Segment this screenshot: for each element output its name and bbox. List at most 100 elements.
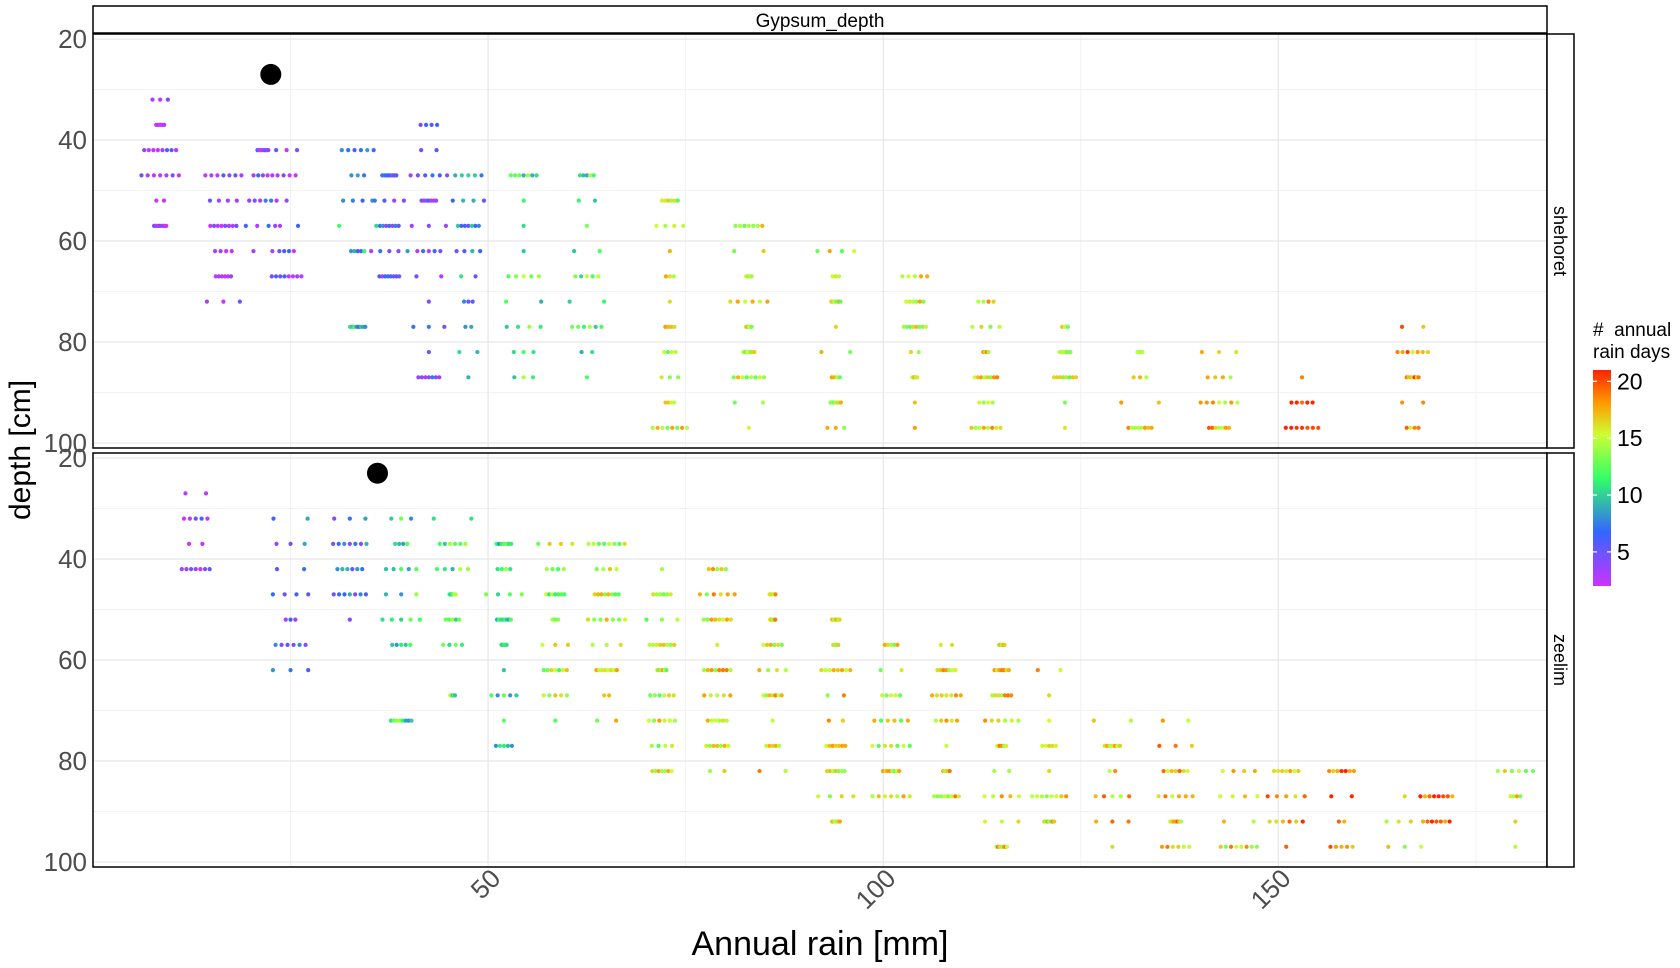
data-point [218, 249, 223, 254]
data-point [663, 743, 668, 748]
data-point [753, 375, 758, 380]
data-point [193, 567, 198, 572]
data-point [656, 743, 661, 748]
data-point [717, 718, 722, 723]
data-point [973, 425, 978, 430]
data-point [1008, 794, 1013, 799]
data-point [353, 541, 358, 546]
data-point [371, 148, 376, 153]
data-point [614, 567, 619, 572]
data-point [222, 274, 228, 279]
data-point [561, 567, 566, 572]
data-point [944, 693, 949, 698]
data-point [461, 299, 467, 304]
data-point [347, 541, 352, 546]
data-point [1040, 743, 1045, 748]
data-point [956, 794, 961, 799]
data-point [598, 617, 603, 622]
data-point [917, 299, 923, 304]
data-point [931, 794, 937, 799]
data-point [418, 122, 423, 127]
data-point [616, 617, 622, 622]
data-point [260, 173, 265, 178]
y-tick-label: 20 [58, 443, 87, 473]
data-point [1187, 844, 1192, 849]
data-point [1228, 375, 1233, 380]
data-point [513, 274, 519, 279]
data-point [848, 668, 853, 673]
data-point [1064, 794, 1069, 799]
data-point [420, 249, 426, 254]
data-point [996, 693, 1001, 698]
data-point [764, 693, 769, 698]
data-point [1436, 794, 1441, 799]
data-point [1176, 844, 1181, 849]
data-point [601, 567, 606, 572]
data-point [665, 642, 670, 647]
data-point [459, 274, 464, 279]
data-point [212, 249, 218, 254]
data-point [878, 668, 883, 673]
data-point [1137, 375, 1143, 380]
data-point [993, 693, 998, 698]
data-point [742, 223, 747, 228]
data-point [1419, 844, 1424, 849]
x-axis-title: Annual rain [mm] [692, 925, 949, 963]
data-point [1035, 668, 1040, 673]
data-point [1223, 425, 1228, 430]
data-point [783, 768, 788, 774]
data-point [440, 642, 446, 647]
data-point [711, 592, 716, 597]
data-point [481, 198, 487, 203]
data-point [431, 516, 436, 521]
data-point [469, 324, 474, 329]
data-point [1508, 794, 1513, 799]
data-point [996, 718, 1001, 723]
data-point [529, 274, 534, 279]
data-point [266, 148, 271, 153]
data-point [1140, 349, 1145, 355]
data-point [892, 718, 897, 723]
data-point [579, 274, 584, 279]
data-point [514, 693, 519, 698]
data-point [426, 349, 431, 355]
data-point [584, 274, 589, 279]
data-point [1043, 743, 1048, 748]
data-point [288, 668, 293, 673]
data-point [882, 642, 887, 647]
data-point [521, 223, 526, 228]
data-point [550, 592, 555, 597]
data-point [363, 324, 368, 329]
data-point [830, 743, 835, 748]
data-point [604, 642, 609, 647]
data-point [270, 249, 275, 254]
data-point [388, 718, 394, 723]
data-point [1429, 819, 1435, 824]
data-point [556, 567, 561, 572]
data-point [1235, 400, 1240, 405]
data-point [1231, 768, 1236, 774]
data-point [720, 668, 726, 673]
data-point [504, 642, 509, 647]
data-point [409, 223, 414, 228]
data-point [406, 567, 411, 572]
data-point [472, 173, 478, 178]
data-point [757, 299, 763, 304]
data-point [200, 541, 205, 546]
data-point [228, 274, 234, 279]
data-point [380, 617, 385, 622]
data-point [602, 693, 607, 698]
data-point [840, 718, 845, 723]
data-point [1146, 425, 1151, 430]
data-point [1335, 768, 1340, 774]
y-tick-label: 40 [58, 544, 87, 574]
data-point [466, 173, 471, 178]
data-point [179, 567, 184, 572]
data-point [656, 768, 661, 774]
data-point [770, 693, 775, 698]
data-point [916, 349, 921, 355]
data-point [336, 541, 341, 546]
data-point [715, 567, 720, 572]
data-point [591, 541, 596, 546]
data-point [612, 541, 617, 546]
